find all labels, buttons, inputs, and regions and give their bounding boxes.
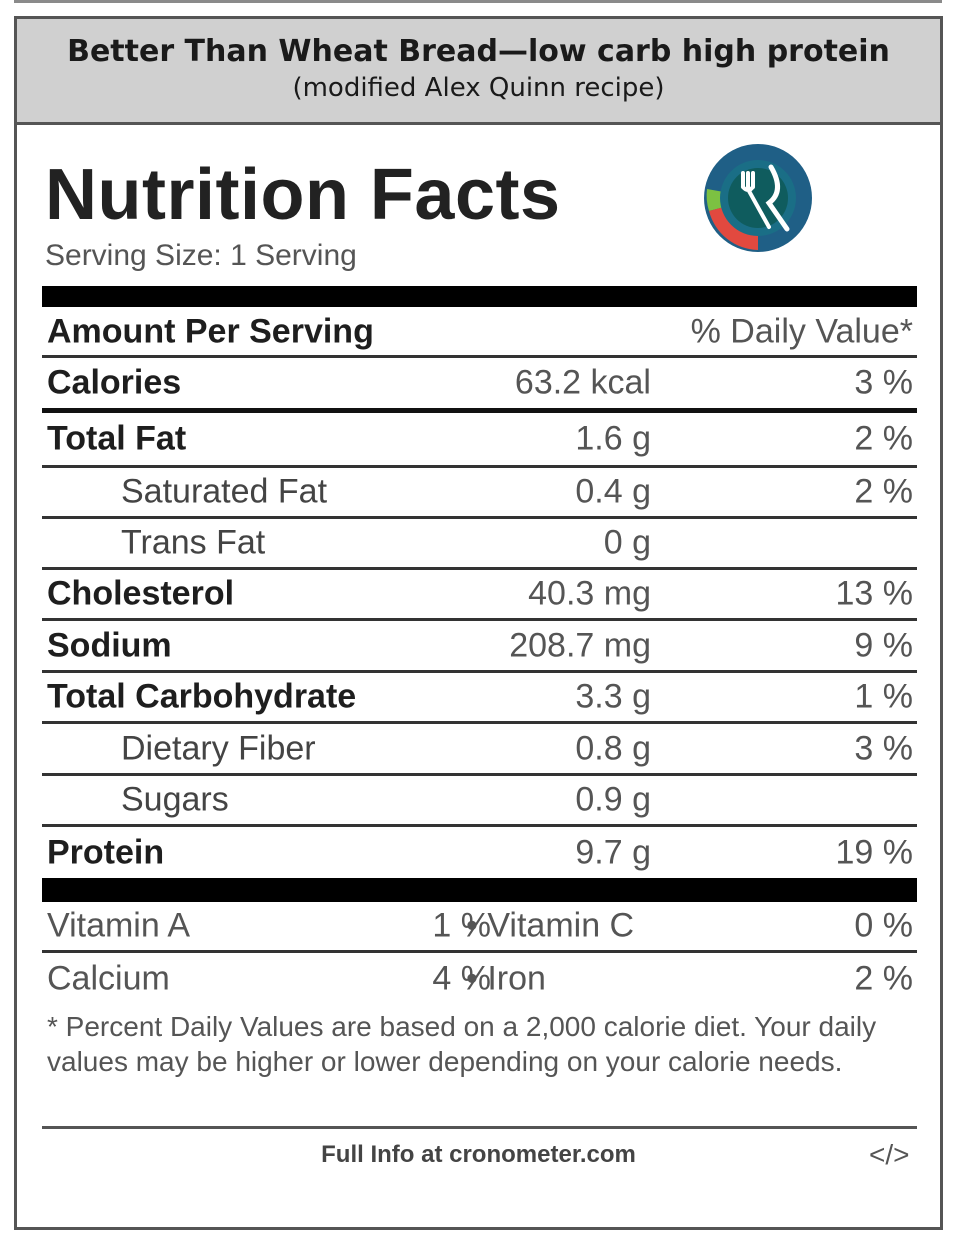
daily-value-header: % Daily Value* (690, 312, 913, 351)
amount-per-serving-label: Amount Per Serving (47, 312, 374, 351)
nutrient-row-protein: Protein 9.7 g 19 % (42, 827, 917, 878)
thick-divider (42, 878, 917, 902)
nutrient-amount: 0.8 g (575, 729, 651, 767)
nutrient-label: Saturated Fat (121, 472, 328, 511)
recipe-title: Better Than Wheat Bread—low carb high pr… (67, 34, 890, 69)
nutrient-daily-value: 19 % (835, 833, 914, 871)
nutrition-card: Better Than Wheat Bread—low carb high pr… (14, 16, 943, 1230)
nutrient-label: Protein (47, 833, 165, 871)
nutrient-amount: 63.2 kcal (514, 363, 651, 402)
vitamin-a-value: 1 % (432, 906, 491, 945)
iron-label: • Iron (466, 959, 546, 998)
nutrient-amount: 0.4 g (575, 472, 651, 511)
iron-value: 2 % (854, 959, 913, 998)
nutrient-row-sugars: Sugars 0.9 g (42, 776, 917, 827)
nutrient-label: Total Carbohydrate (47, 677, 357, 716)
nutrient-daily-value: 2 % (854, 472, 913, 511)
vitamin-row-a-c: Vitamin A 1 % • Vitamin C 0 % (42, 902, 917, 953)
nutrient-amount: 9.7 g (575, 833, 651, 871)
nutrient-label: Total Fat (47, 419, 187, 458)
nutrient-daily-value: 2 % (854, 419, 913, 458)
nutrient-label: Cholesterol (47, 574, 235, 613)
recipe-subtitle: (modified Alex Quinn recipe) (292, 73, 665, 103)
nutrient-row-saturated-fat: Saturated Fat 0.4 g 2 % (42, 468, 917, 519)
nutrient-row-sodium: Sodium 208.7 mg 9 % (42, 621, 917, 673)
nutrient-daily-value: 13 % (835, 574, 914, 613)
fork-knife-plate-icon (704, 144, 812, 252)
daily-value-footnote: * Percent Daily Values are based on a 2,… (47, 1011, 877, 1077)
nutrient-row-calories: Calories 63.2 kcal 3 % (42, 358, 917, 413)
vitamin-row-calcium-iron: Calcium 4 % • Iron 2 % (42, 953, 917, 1005)
nutrient-daily-value: 3 % (854, 363, 913, 402)
calcium-value: 4 % (432, 959, 491, 998)
nutrient-amount: 208.7 mg (509, 626, 651, 664)
nutrient-amount: 3.3 g (575, 677, 651, 716)
nutrient-amount: 1.6 g (575, 419, 651, 458)
footer-divider (42, 1126, 917, 1129)
nutrient-daily-value: 1 % (854, 677, 913, 716)
recipe-header: Better Than Wheat Bread—low carb high pr… (17, 19, 940, 125)
vitamin-c-label: • Vitamin C (466, 906, 635, 945)
nutrient-row-total-fat: Total Fat 1.6 g 2 % (42, 413, 917, 468)
vitamin-a-label: Vitamin A (47, 906, 191, 945)
amount-per-serving-row: Amount Per Serving % Daily Value* (42, 309, 917, 358)
nutrient-daily-value: 3 % (854, 729, 913, 767)
nutrient-row-dietary-fiber: Dietary Fiber 0.8 g 3 % (42, 724, 917, 776)
calcium-label: Calcium (47, 959, 170, 998)
serving-size: Serving Size: 1 Serving (45, 239, 357, 272)
vitamin-c-value: 0 % (854, 906, 913, 945)
nutrient-row-cholesterol: Cholesterol 40.3 mg 13 % (42, 570, 917, 621)
full-info-link[interactable]: Full Info at cronometer.com (321, 1141, 636, 1168)
embed-code-icon[interactable]: </> (869, 1139, 910, 1170)
nutrient-label: Dietary Fiber (121, 729, 316, 767)
nutrient-label: Trans Fat (121, 523, 266, 562)
nutrient-daily-value: 9 % (854, 626, 913, 664)
nutrient-amount: 40.3 mg (528, 574, 651, 613)
nutrient-row-total-carbohydrate: Total Carbohydrate 3.3 g 1 % (42, 673, 917, 724)
nutrient-row-trans-fat: Trans Fat 0 g (42, 519, 917, 570)
nutrient-amount: 0 g (603, 523, 651, 562)
nutrient-amount: 0.9 g (575, 780, 651, 819)
top-rule (14, 0, 942, 3)
nutrient-label: Sugars (121, 780, 229, 819)
nutrient-label: Sodium (47, 626, 172, 664)
thick-divider (42, 286, 917, 307)
nutrition-facts-title: Nutrition Facts (45, 155, 561, 235)
nutrient-label: Calories (47, 363, 182, 402)
